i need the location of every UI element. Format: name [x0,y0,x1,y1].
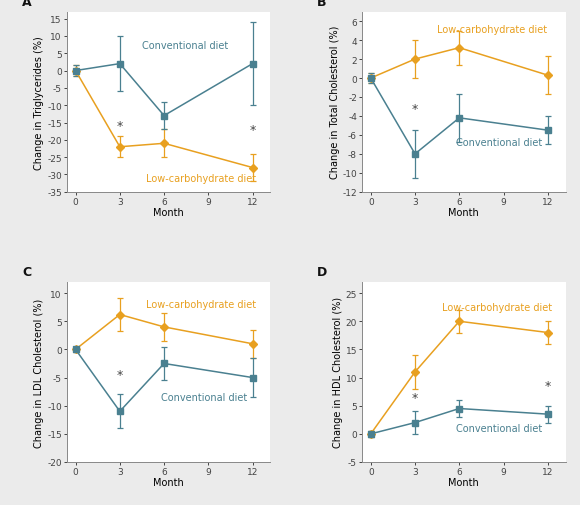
Text: Low-carbohydrate diet: Low-carbohydrate diet [441,302,552,313]
Text: Conventional diet: Conventional diet [161,392,247,402]
Y-axis label: Change in Total Cholesterol (%): Change in Total Cholesterol (%) [329,26,339,179]
X-axis label: Month: Month [153,208,184,218]
Text: *: * [117,120,123,133]
Text: Low-carbohydrate diet: Low-carbohydrate diet [146,174,256,183]
Text: C: C [22,266,31,279]
Text: D: D [317,266,327,279]
Text: Low-carbohydrate diet: Low-carbohydrate diet [437,25,548,35]
Y-axis label: Change in Triglycerides (%): Change in Triglycerides (%) [34,36,44,169]
Text: Conventional diet: Conventional diet [142,40,228,50]
Text: B: B [317,0,327,9]
Text: *: * [545,380,551,393]
Text: Conventional diet: Conventional diet [456,138,542,148]
Text: *: * [412,103,418,116]
Text: *: * [249,124,256,137]
X-axis label: Month: Month [153,477,184,487]
X-axis label: Month: Month [448,477,479,487]
Y-axis label: Change in HDL Cholesterol (%): Change in HDL Cholesterol (%) [333,297,343,447]
Text: Conventional diet: Conventional diet [456,423,542,433]
Text: *: * [412,391,418,404]
Text: A: A [22,0,31,9]
Text: *: * [117,369,123,381]
Y-axis label: Change in LDL Cholesterol (%): Change in LDL Cholesterol (%) [34,298,44,446]
Text: Low-carbohydrate diet: Low-carbohydrate diet [146,300,256,310]
X-axis label: Month: Month [448,208,479,218]
